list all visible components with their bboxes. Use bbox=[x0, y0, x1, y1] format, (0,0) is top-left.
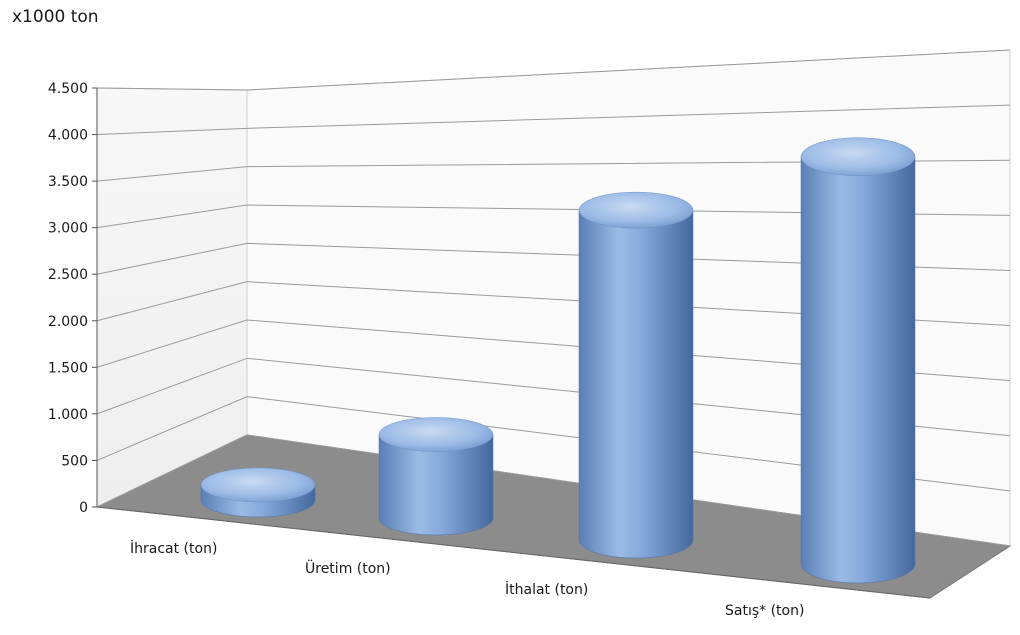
gridline bbox=[96, 242, 1011, 275]
x-tick-label: Satış* (ton) bbox=[725, 603, 804, 619]
y-tick-label: 0 bbox=[79, 500, 88, 516]
bar-top bbox=[378, 417, 494, 452]
gridline bbox=[96, 204, 1011, 229]
gridline bbox=[96, 357, 1011, 437]
bar-top bbox=[200, 467, 316, 503]
y-tick-label: 3.500 bbox=[48, 174, 88, 190]
y-tick-label: 4.000 bbox=[48, 128, 88, 144]
y-tick-label: 500 bbox=[61, 453, 88, 469]
bar bbox=[800, 137, 916, 584]
gridlines bbox=[96, 49, 1011, 547]
y-tick-label: 4.500 bbox=[48, 81, 88, 97]
y-tick-label: 2.000 bbox=[48, 314, 88, 330]
x-tick-label: Üretim (ton) bbox=[305, 559, 391, 577]
gridline bbox=[96, 434, 1011, 547]
bar-body bbox=[378, 434, 494, 536]
y-tick-label: 1.000 bbox=[48, 407, 88, 423]
bar bbox=[378, 417, 494, 536]
bar-body bbox=[578, 209, 694, 559]
gridline bbox=[96, 281, 1011, 327]
bar-top bbox=[578, 191, 694, 229]
y-tick-label: 3.000 bbox=[48, 221, 88, 237]
gridline bbox=[96, 396, 1011, 492]
bar-top bbox=[800, 137, 916, 176]
bar-body bbox=[800, 156, 916, 584]
x-axis-line bbox=[96, 506, 931, 599]
x-tick-label: İthalat (ton) bbox=[505, 580, 588, 598]
side-wall bbox=[96, 87, 248, 508]
bars bbox=[200, 137, 916, 584]
bar bbox=[200, 467, 316, 518]
y-tick-label: 1.500 bbox=[48, 360, 88, 376]
gridline bbox=[96, 104, 1011, 136]
gridline bbox=[96, 319, 1011, 382]
bar bbox=[578, 191, 694, 559]
y-tick-label: 2.500 bbox=[48, 267, 88, 283]
x-axis: İhracat (ton) Üretim (ton) İthalat (ton) Sa… bbox=[96, 506, 931, 619]
gridline bbox=[96, 49, 1011, 91]
y-axis: 0 500 1.000 1.500 2.000 2.500 3.000 3.500 4.000 4… bbox=[48, 81, 98, 516]
unit-label: x1000 ton bbox=[12, 7, 99, 27]
gridline bbox=[96, 159, 1011, 182]
x-tick-label: İhracat (ton) bbox=[130, 539, 217, 557]
